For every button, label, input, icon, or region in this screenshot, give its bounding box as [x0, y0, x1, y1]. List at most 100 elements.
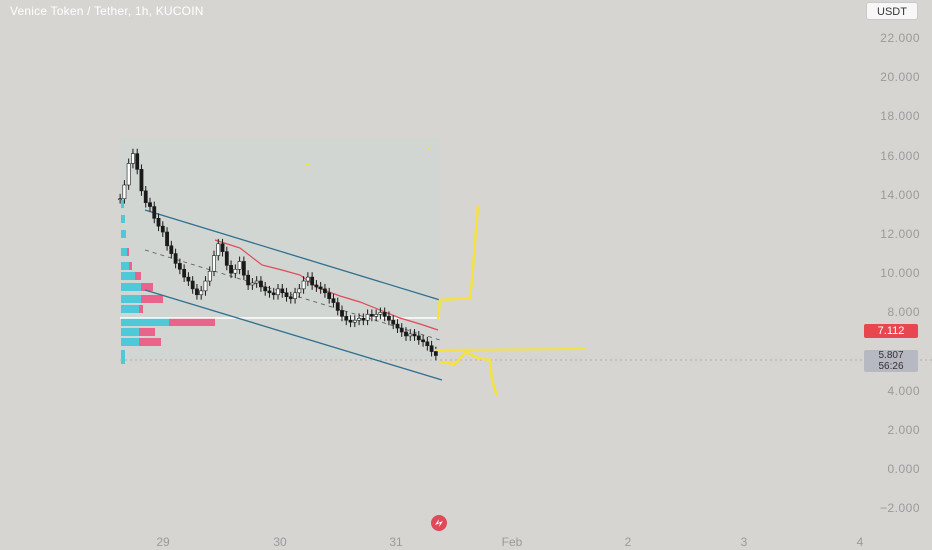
candle-body	[199, 290, 204, 296]
profile-buy-bar	[121, 295, 141, 303]
y-tick-label: 12.000	[880, 227, 920, 241]
candles	[118, 148, 438, 361]
y-tick-label: 4.000	[887, 383, 920, 398]
candle-body	[254, 280, 259, 284]
channel-upper-line	[144, 209, 441, 301]
candle-body	[143, 190, 148, 203]
candle-body	[284, 292, 289, 298]
candle-body	[207, 270, 212, 282]
candle-body	[433, 351, 438, 356]
candle-body	[293, 292, 297, 299]
y-tick-label: 22.000	[880, 31, 920, 45]
candle-body	[139, 169, 144, 192]
profile-buy-bar	[121, 305, 139, 313]
candle-body	[229, 265, 233, 274]
x-tick-label: 29	[156, 535, 170, 549]
last-price-value: 5.807	[878, 350, 904, 361]
profile-sell-bar	[135, 272, 141, 280]
candle-body	[169, 245, 174, 254]
y-tick-label: 16.000	[880, 148, 920, 163]
profile-buy-bar	[121, 338, 139, 346]
channel-lower-line	[144, 289, 443, 381]
candle-body	[352, 319, 357, 323]
profile-sell-bar	[127, 248, 129, 256]
currency-button[interactable]: USDT	[866, 2, 918, 20]
y-tick-label: 10.000	[880, 266, 920, 281]
y-tick-label: 18.000	[880, 109, 920, 124]
candle-body	[177, 263, 182, 270]
candle-body	[131, 153, 135, 164]
profile-buy-bar	[121, 262, 129, 270]
candle-body	[165, 231, 169, 247]
profile-buy-bar	[121, 356, 125, 364]
candle-body	[357, 317, 361, 321]
profile-buy-bar	[121, 328, 139, 336]
candle-body	[190, 280, 195, 290]
candle-body	[382, 312, 387, 317]
candle-body	[348, 319, 353, 323]
candle-body	[280, 288, 285, 294]
y-tick-label: 0.000	[887, 462, 920, 477]
candle-body	[118, 198, 123, 201]
candle-body	[160, 225, 165, 233]
candle-body	[327, 292, 332, 299]
candle-body	[318, 286, 323, 290]
profile-buy-bar	[121, 283, 141, 291]
profile-buy-bar	[121, 272, 135, 280]
range-highlight	[120, 138, 440, 360]
candle-body	[425, 341, 430, 347]
candle-body	[335, 302, 340, 311]
candle-body	[271, 292, 276, 296]
candle-body	[369, 314, 374, 317]
candle-body	[259, 280, 263, 288]
candle-body	[305, 276, 310, 282]
candle-body	[374, 314, 379, 317]
candle-body	[395, 323, 400, 329]
candle-body	[195, 288, 199, 296]
last-price-tag: 5.807 56:26	[864, 350, 918, 372]
candle-body	[331, 298, 336, 303]
candle-body	[212, 255, 216, 272]
candle-body	[237, 261, 242, 270]
profile-buy-bar	[121, 248, 127, 256]
profile-buy-bar	[121, 215, 125, 223]
profile-sell-bar	[139, 305, 143, 313]
profile-buy-bar	[121, 318, 169, 326]
candle-body	[203, 280, 208, 292]
candle-body	[361, 317, 366, 321]
candle-body	[378, 312, 383, 315]
candle-body	[314, 284, 319, 288]
candle-body	[429, 345, 434, 352]
profile-buy-bar	[121, 350, 125, 358]
candle-body	[216, 243, 221, 256]
candle-body	[344, 316, 349, 321]
candle-body	[186, 276, 191, 282]
candle-body	[182, 268, 187, 278]
x-tick-label: Feb	[501, 535, 523, 549]
tradingview-logo-icon[interactable]	[428, 514, 450, 532]
y-tick-label: −2.000	[879, 501, 920, 516]
profile-sell-bar	[141, 295, 163, 303]
candle-body	[156, 218, 161, 227]
profile-buy-bar	[121, 200, 124, 208]
profile-sell-bar	[129, 262, 132, 270]
candle-body	[310, 276, 315, 286]
profile-sell-bar	[139, 338, 161, 346]
y-tick-label: 8.000	[887, 305, 920, 320]
candle-body	[173, 253, 178, 264]
candle-body	[250, 282, 255, 286]
candle-body	[408, 333, 413, 337]
candle-body	[340, 310, 344, 317]
candle-body	[365, 314, 370, 321]
candle-body	[246, 274, 251, 286]
candle-body	[267, 290, 272, 294]
candle-body	[323, 288, 327, 294]
candle-body	[416, 335, 421, 341]
x-tick-label: 2	[624, 535, 632, 549]
x-tick-label: 3	[740, 535, 748, 549]
candle-body	[122, 184, 127, 200]
candle-body	[233, 268, 238, 274]
candle-body	[241, 261, 246, 276]
annotation-down-path	[439, 350, 499, 397]
